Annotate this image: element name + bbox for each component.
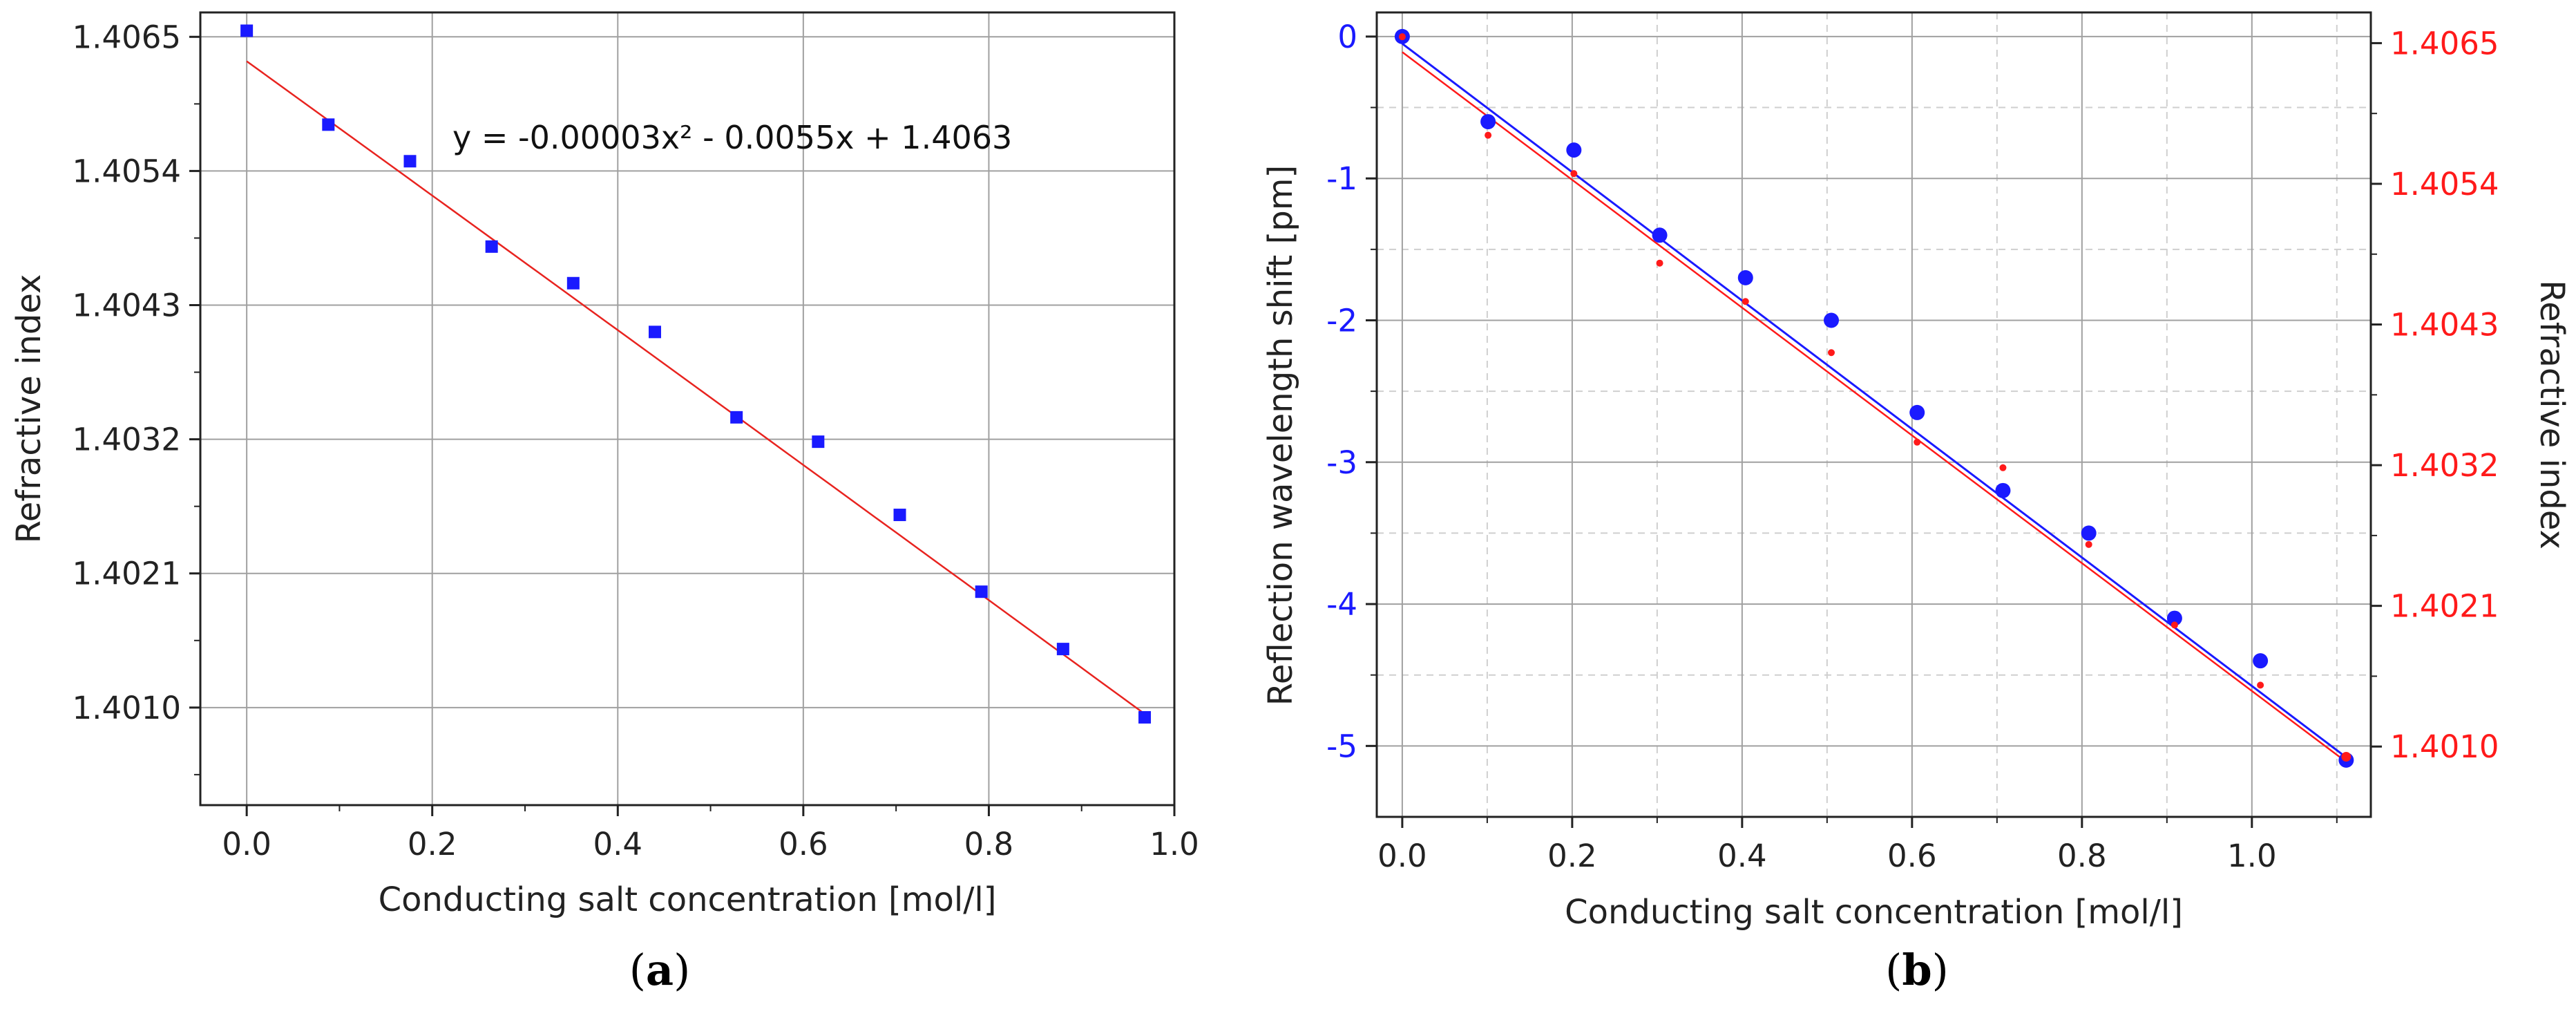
x-tick-label: 0.0 [222, 826, 271, 862]
data-point [1056, 643, 1069, 656]
data-point [566, 276, 580, 290]
panel-label-letter: a [646, 945, 674, 995]
y-axis-label-left: Reflection wavelength shift [pm] [1261, 165, 1300, 706]
data-point [403, 155, 417, 168]
panel-label-close: ) [674, 945, 690, 995]
y-tick-label: 1.4021 [73, 556, 181, 592]
y-tick-label: -1 [1326, 160, 1357, 197]
data-point-shift [1995, 482, 2011, 498]
x-axis-label: Conducting salt concentration [mol/l] [379, 880, 997, 919]
panel-label-open: ( [629, 945, 646, 995]
plot-frame [199, 11, 1176, 807]
fit-line [246, 60, 1145, 715]
panel-a: 0.0 0.2 0.4 0.6 0.8 1.0 1.4065 1.4054 1.4043 1.40… [10, 11, 1199, 995]
panel-label-close: ) [1932, 945, 1949, 995]
data-point-shift [2081, 525, 2097, 541]
data-point-refractive-index [1828, 349, 1835, 357]
y-tick-label: -2 [1326, 302, 1357, 339]
y-tick-label: -5 [1326, 728, 1357, 764]
y-tick-label: 1.4054 [73, 153, 181, 189]
data-point-shift [1652, 227, 1668, 243]
y-tick-label: 1.4043 [73, 287, 181, 324]
data-point [893, 509, 906, 522]
x-tick-label: 0.4 [1717, 838, 1767, 874]
y-tick-label: 1.4032 [73, 422, 181, 458]
y-axis-label: Refractive index [10, 274, 48, 544]
x-tick-label: 0.2 [408, 826, 457, 862]
data-point-refractive-index [1398, 33, 1406, 41]
data-point-refractive-index [1914, 438, 1921, 446]
data-point-shift [1566, 142, 1582, 158]
x-tick-label: 0.6 [779, 826, 828, 862]
y-tick-label: -3 [1326, 444, 1357, 481]
data-point-refractive-index [2085, 540, 2092, 548]
panel-b: 0.0 0.2 0.4 0.6 0.8 1.0 0 -1 -2 -3 -4 -5 1.4065 1.405… [1261, 11, 2571, 995]
fit-line-shift [1401, 42, 2347, 758]
data-point-refractive-index [1742, 298, 1749, 305]
x-tick-label: 0.0 [1377, 838, 1427, 874]
data-point-refractive-index [2170, 621, 2178, 629]
data-point [485, 240, 498, 253]
data-point [1138, 710, 1152, 724]
x-tick-label: 1.0 [1149, 826, 1199, 862]
y-axis-label-right: Refractive index [2532, 280, 2571, 549]
x-tick-label: 0.6 [1887, 838, 1937, 874]
data-point-shift [2166, 610, 2182, 626]
data-point [975, 585, 988, 598]
panel-label-open: ( [1885, 945, 1902, 995]
data-point [812, 435, 825, 449]
fit-line-refractive-index [1402, 51, 2347, 763]
x-axis-label: Conducting salt concentration [mol/l] [1565, 893, 2183, 932]
data-point-shift [1909, 404, 1925, 420]
panel-label-letter: b [1902, 945, 1931, 995]
data-point [649, 326, 661, 339]
data-point-refractive-index [2257, 681, 2264, 689]
y-tick-label: 1.4010 [73, 690, 181, 726]
data-point-shift [1824, 312, 1840, 328]
x-tick-label: 0.2 [1547, 838, 1597, 874]
y-tick-label: 1.4065 [73, 19, 181, 55]
data-point [730, 411, 743, 424]
data-point-shift [1737, 270, 1753, 285]
x-tick-label: 0.8 [2057, 838, 2107, 874]
y-right-tick-label: 1.4043 [2390, 307, 2499, 343]
data-point-shift [1480, 114, 1496, 130]
panel-label-b: (b) [1885, 945, 1949, 995]
fit-equation: y = -0.00003x² - 0.0055x + 1.4063 [452, 119, 1012, 156]
y-right-tick-label: 1.4032 [2390, 447, 2499, 484]
y-right-tick-label: 1.4065 [2390, 25, 2499, 62]
x-tick-label: 0.8 [964, 826, 1014, 862]
y-right-tick-label: 1.4021 [2390, 588, 2499, 625]
data-point-refractive-index [1999, 464, 2007, 471]
y-tick-label: -4 [1326, 586, 1357, 623]
data-point-shift [2253, 653, 2269, 669]
x-tick-label: 1.0 [2227, 838, 2277, 874]
x-tick-label: 0.4 [593, 826, 642, 862]
y-right-tick-label: 1.4054 [2390, 166, 2499, 202]
y-tick-label: 0 [1337, 19, 1357, 55]
plot-frame [1375, 11, 2372, 818]
data-point [240, 24, 254, 37]
data-point [322, 118, 335, 131]
data-point-refractive-index [1570, 170, 1578, 178]
data-point-refractive-index [2341, 752, 2351, 762]
panel-label-a: (a) [629, 945, 691, 995]
data-point-refractive-index [1485, 131, 1492, 139]
y-right-tick-label: 1.4010 [2390, 728, 2499, 765]
data-point-refractive-index [1656, 259, 1663, 267]
